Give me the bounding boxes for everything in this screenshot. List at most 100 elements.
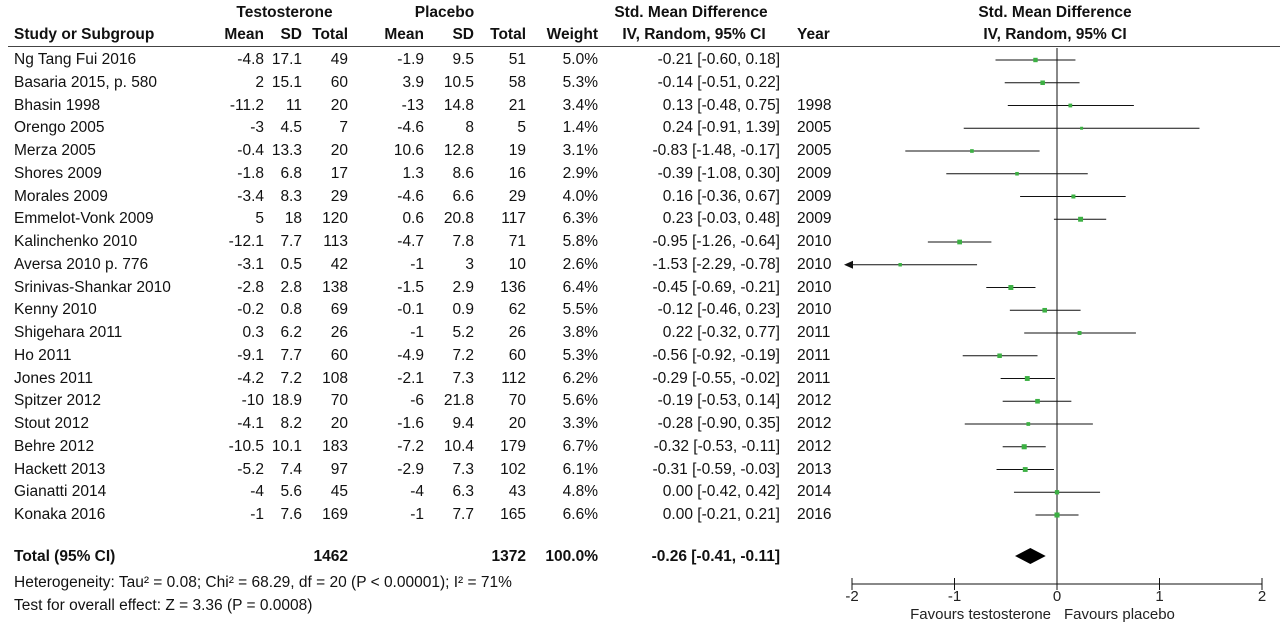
p-sd: 7.8	[452, 233, 474, 250]
t-mean: -3.4	[237, 187, 264, 205]
study-name: Orengo 2005	[14, 119, 105, 137]
x-tick-label: -1	[948, 588, 961, 605]
ci: -0.14 [-0.51, 0.22]	[657, 73, 780, 91]
t-mean: -1.8	[237, 164, 264, 182]
t-mean: 2	[255, 73, 264, 91]
p-mean: 3.9	[402, 73, 424, 91]
point-estimate	[1015, 171, 1019, 176]
t-mean: -4	[250, 483, 264, 501]
p-sd: 8	[465, 119, 474, 137]
t-sd: 13.3	[271, 142, 302, 159]
p-mean: -13	[401, 96, 424, 114]
year: 2011	[797, 369, 831, 387]
p-total: 58	[508, 73, 526, 91]
year: 2010	[797, 301, 832, 319]
weight: 6.4%	[562, 278, 598, 296]
p-total: 102	[500, 460, 526, 478]
t-sd: 8.3	[280, 187, 302, 205]
p-total: 136	[500, 278, 526, 296]
p-mean: -1	[410, 255, 424, 273]
t-mean: -10.5	[228, 437, 264, 455]
p-total: 26	[508, 324, 526, 341]
weight: 6.3%	[562, 210, 598, 228]
p-mean: -1	[410, 324, 424, 341]
t-mean: -0.2	[237, 301, 264, 319]
total-ci: -0.26 [-0.41, -0.11]	[651, 548, 780, 565]
p-sd: 9.5	[452, 51, 474, 68]
p-sd: 7.3	[452, 460, 474, 478]
header-plot-title: Std. Mean Difference	[978, 4, 1132, 21]
p-total: 19	[508, 142, 526, 159]
ci-arrow-left	[844, 260, 853, 269]
t-mean: 5	[255, 210, 264, 228]
t-total: 42	[330, 255, 348, 273]
t-sd: 7.4	[280, 460, 302, 478]
year: 2014	[797, 483, 832, 501]
weight: 5.6%	[562, 392, 598, 410]
t-sd: 15.1	[271, 73, 302, 91]
point-estimate	[1080, 126, 1084, 130]
year: 2010	[797, 255, 832, 273]
t-sd: 18.9	[271, 392, 302, 410]
ci: -0.19 [-0.53, 0.14]	[657, 392, 780, 410]
col-plot-method: IV, Random, 95% CI	[983, 26, 1127, 43]
p-mean: -2.9	[397, 460, 424, 478]
year: 2012	[797, 437, 832, 455]
study-name: Konaka 2016	[14, 506, 106, 523]
year: 2005	[797, 119, 832, 137]
point-estimate	[1026, 422, 1031, 426]
study-name: Gianatti 2014	[14, 483, 107, 501]
t-total: 108	[322, 369, 348, 387]
header-effect: Std. Mean Difference	[614, 4, 768, 21]
weight: 5.5%	[562, 301, 598, 319]
p-sd: 20.8	[443, 210, 474, 228]
year: 2012	[797, 415, 832, 432]
point-estimate	[1022, 467, 1028, 472]
col-t-total: Total	[312, 26, 348, 43]
p-mean: -6	[410, 392, 424, 410]
t-total: 183	[322, 437, 348, 455]
t-mean: -0.4	[237, 142, 264, 159]
x-tick-label: 2	[1258, 588, 1266, 605]
weight: 2.6%	[562, 255, 598, 273]
p-mean: -4.6	[397, 119, 424, 137]
x-tick-label: 1	[1155, 588, 1163, 605]
study-name: Kalinchenko 2010	[14, 233, 138, 250]
study-name: Shores 2009	[14, 164, 102, 182]
p-sd: 6.6	[452, 187, 474, 205]
p-sd: 10.4	[443, 437, 474, 455]
weight: 6.1%	[562, 460, 598, 478]
t-total: 169	[322, 506, 348, 523]
point-estimate	[1068, 103, 1073, 108]
point-estimate	[1035, 398, 1040, 404]
point-estimate	[1054, 512, 1060, 518]
point-estimate	[997, 353, 1002, 359]
p-total: 10	[508, 255, 526, 273]
p-sd: 7.2	[452, 346, 474, 364]
t-mean: -12.1	[228, 233, 264, 250]
t-total: 20	[330, 142, 348, 159]
p-total: 21	[508, 96, 526, 114]
t-mean: -2.8	[237, 278, 264, 296]
point-estimate	[957, 239, 962, 245]
p-mean: -1.9	[397, 51, 424, 68]
study-name: Behre 2012	[14, 437, 95, 455]
point-estimate	[1033, 57, 1038, 63]
t-total: 138	[322, 278, 348, 296]
t-mean: -5.2	[237, 460, 264, 478]
point-estimate	[1021, 444, 1027, 450]
p-total: 43	[508, 483, 526, 501]
t-total: 70	[330, 392, 348, 410]
p-sd: 5.2	[452, 324, 474, 341]
ci: -0.95 [-1.26, -0.64]	[652, 233, 780, 250]
x-tick-label: -2	[845, 588, 858, 605]
weight: 6.2%	[562, 369, 598, 387]
p-total: 5	[517, 119, 526, 137]
t-sd: 10.1	[271, 437, 302, 455]
year: 2005	[797, 142, 832, 159]
p-mean: -4.6	[397, 187, 424, 205]
p-total: 62	[508, 301, 526, 319]
ci: -0.21 [-0.60, 0.18]	[657, 51, 780, 68]
weight: 4.8%	[562, 483, 598, 501]
